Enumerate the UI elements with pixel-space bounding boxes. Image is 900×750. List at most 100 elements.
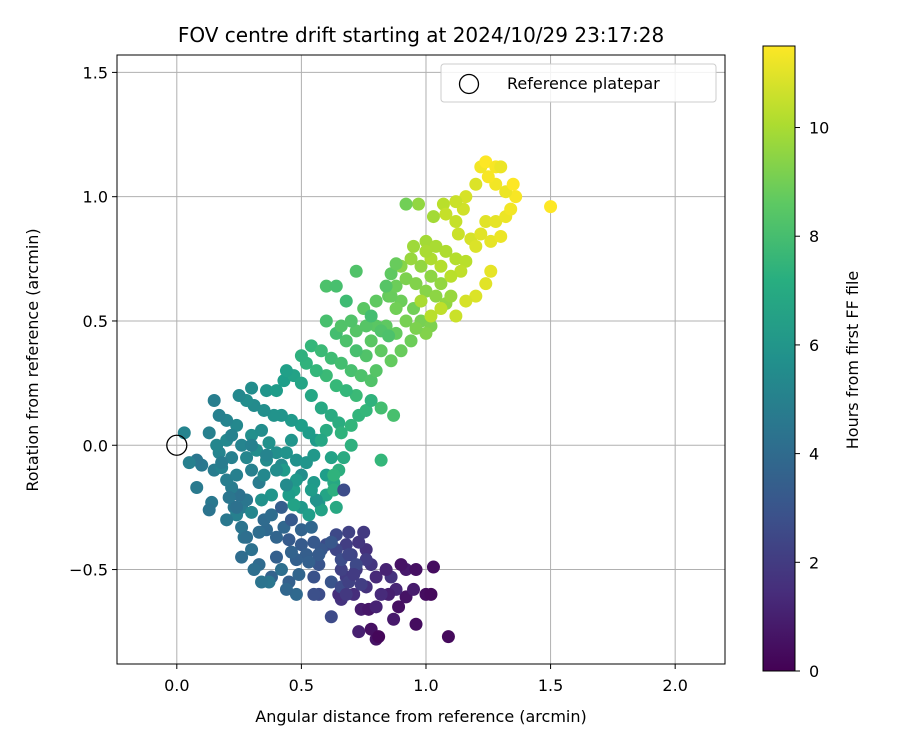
data-point: [282, 533, 296, 547]
data-point: [344, 314, 358, 328]
data-point: [284, 545, 298, 559]
data-point: [255, 575, 269, 589]
y-tick-label: 1.0: [83, 188, 108, 207]
data-point: [352, 535, 366, 549]
data-point: [369, 294, 383, 308]
data-point: [339, 538, 353, 552]
data-point: [190, 481, 204, 495]
data-point: [374, 344, 388, 358]
data-point: [359, 319, 373, 333]
data-point: [339, 294, 353, 308]
data-point: [220, 513, 234, 527]
data-point: [309, 493, 323, 507]
data-point: [494, 229, 508, 243]
data-point: [245, 428, 259, 442]
data-point: [202, 426, 216, 440]
data-point: [339, 384, 353, 398]
data-point: [314, 503, 328, 517]
data-point: [444, 269, 458, 283]
colorbar-ticks: 0 2 4 6 8 10: [795, 119, 829, 681]
data-point: [419, 234, 433, 248]
data-point: [232, 389, 246, 403]
data-point: [324, 351, 338, 365]
data-point: [269, 446, 283, 460]
data-point: [387, 408, 401, 422]
colorbar-tick-label: 4: [809, 445, 819, 464]
data-point: [399, 197, 413, 211]
data-point: [484, 264, 498, 278]
data-point: [245, 463, 259, 477]
data-point: [469, 177, 483, 191]
data-point: [309, 364, 323, 378]
data-point: [327, 468, 341, 482]
data-point: [279, 446, 293, 460]
data-point: [347, 568, 361, 582]
data-point: [409, 617, 423, 631]
data-point: [289, 453, 303, 467]
data-point: [284, 433, 298, 447]
data-point: [307, 448, 321, 462]
data-point: [324, 610, 338, 624]
data-point: [329, 379, 343, 393]
data-point: [245, 505, 259, 519]
x-tick-label: 0.0: [164, 676, 189, 695]
data-point: [481, 170, 495, 184]
data-point: [479, 277, 493, 291]
data-point: [215, 456, 229, 470]
data-point: [374, 401, 388, 415]
data-point: [484, 234, 498, 248]
data-point: [444, 289, 458, 303]
data-point: [339, 587, 353, 601]
data-point: [337, 451, 351, 465]
data-point: [304, 520, 318, 534]
data-point: [449, 252, 463, 266]
data-point: [255, 493, 269, 507]
data-point: [409, 563, 423, 577]
data-point: [319, 314, 333, 328]
chart-title: FOV centre drift starting at 2024/10/29 …: [178, 23, 664, 47]
data-point: [260, 448, 274, 462]
data-point: [349, 344, 363, 358]
legend: Reference platepar: [440, 63, 717, 103]
data-point: [394, 344, 408, 358]
data-point: [369, 364, 383, 378]
data-point: [392, 600, 406, 614]
data-point: [329, 279, 343, 293]
data-point: [364, 334, 378, 348]
data-point: [404, 252, 418, 266]
data-point: [399, 314, 413, 328]
data-point: [474, 227, 488, 241]
x-tick-label: 1.5: [538, 676, 563, 695]
data-point: [289, 587, 303, 601]
data-point: [407, 239, 421, 253]
data-point: [479, 215, 493, 229]
data-point: [404, 334, 418, 348]
data-point: [245, 438, 259, 452]
data-point: [319, 423, 333, 437]
colorbar: 0 2 4 6 8 10 Hours from first FF file: [762, 45, 862, 681]
data-point: [414, 259, 428, 273]
data-point: [269, 384, 283, 398]
data-point: [384, 289, 398, 303]
data-point: [369, 600, 383, 614]
x-axis-label: Angular distance from reference (arcmin): [255, 707, 586, 726]
data-point: [459, 294, 473, 308]
legend-entry-reference-platepar: Reference platepar: [507, 74, 660, 93]
data-point: [434, 302, 448, 316]
data-point: [424, 309, 438, 323]
data-point: [255, 423, 269, 437]
data-point: [384, 267, 398, 281]
data-point: [282, 488, 296, 502]
data-point: [267, 408, 281, 422]
data-point: [504, 202, 518, 216]
data-point: [349, 558, 363, 572]
data-point: [451, 227, 465, 241]
data-point: [324, 535, 338, 549]
data-point: [307, 535, 321, 549]
data-point: [349, 389, 363, 403]
data-point: [294, 349, 308, 363]
data-point: [235, 520, 249, 534]
data-point: [319, 369, 333, 383]
data-point: [359, 349, 373, 363]
data-point: [269, 530, 283, 544]
